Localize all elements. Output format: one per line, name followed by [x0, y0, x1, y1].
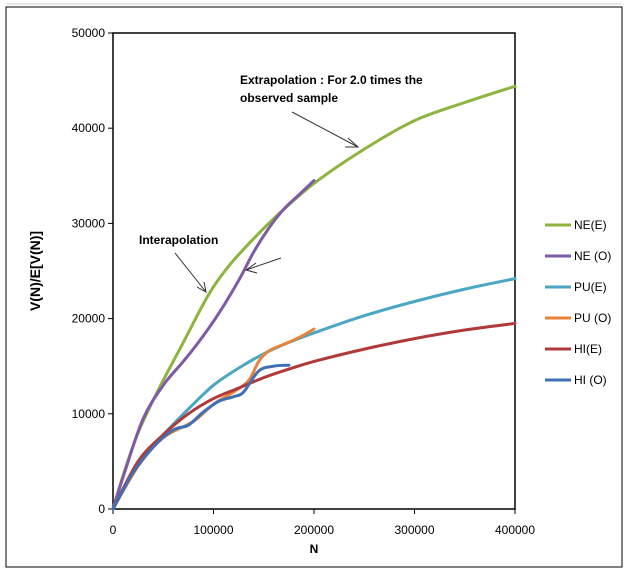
y-tick-label: 20000 [72, 312, 106, 326]
y-axis-title: V(N)/E[V(N)] [27, 231, 43, 311]
legend-label-hi-o: HI (O) [574, 373, 607, 387]
y-tick-label: 10000 [72, 407, 106, 421]
series-line-ne-o [111, 179, 316, 511]
x-axis-title: N [310, 542, 319, 556]
arrow-extrapolation [291, 111, 359, 148]
legend-label-pu-e: PU(E) [574, 280, 607, 294]
x-tick-label: 300000 [394, 523, 434, 537]
y-axis: 0 10000 20000 30000 40000 50000 [72, 26, 113, 516]
chart-area-border [5, 6, 623, 568]
legend-label-ne-o: NE (O) [574, 249, 611, 263]
y-tick-label: 40000 [72, 121, 106, 135]
annotation-interapolation: Interapolation [139, 233, 218, 247]
arrow-interapolation-2 [245, 257, 282, 271]
legend: NE(E) NE (O) PU(E) PU (O) HI(E) HI (O) [545, 218, 611, 387]
legend-label-hi-e: HI(E) [574, 342, 602, 356]
annotation-extrapolation-line2: observed sample [240, 91, 338, 105]
annotation-extrapolation-line1: Extrapolation : For 2.0 times the [240, 73, 423, 87]
x-tick-label: 200000 [294, 523, 334, 537]
x-tick-label: 100000 [193, 523, 233, 537]
y-tick-label: 50000 [72, 26, 106, 40]
y-tick-label: 0 [98, 502, 105, 516]
arrow-interapolation-2-head [244, 262, 258, 274]
arrow-interapolation-1 [174, 252, 207, 293]
arrow-extrapolation-head [345, 137, 360, 148]
legend-label-pu-o: PU (O) [574, 311, 611, 325]
series-line-hi-o [111, 363, 291, 511]
x-tick-label: 0 [110, 523, 117, 537]
annotation-arrows [174, 111, 360, 293]
arrow-interapolation-1-head [196, 281, 207, 293]
series-line-hi-e [111, 321, 517, 511]
x-axis: 0 100000 200000 300000 400000 [110, 509, 535, 537]
y-tick-label: 30000 [72, 216, 106, 230]
series-layer [111, 84, 517, 511]
legend-label-ne-e: NE(E) [574, 218, 607, 232]
x-tick-label: 400000 [495, 523, 535, 537]
